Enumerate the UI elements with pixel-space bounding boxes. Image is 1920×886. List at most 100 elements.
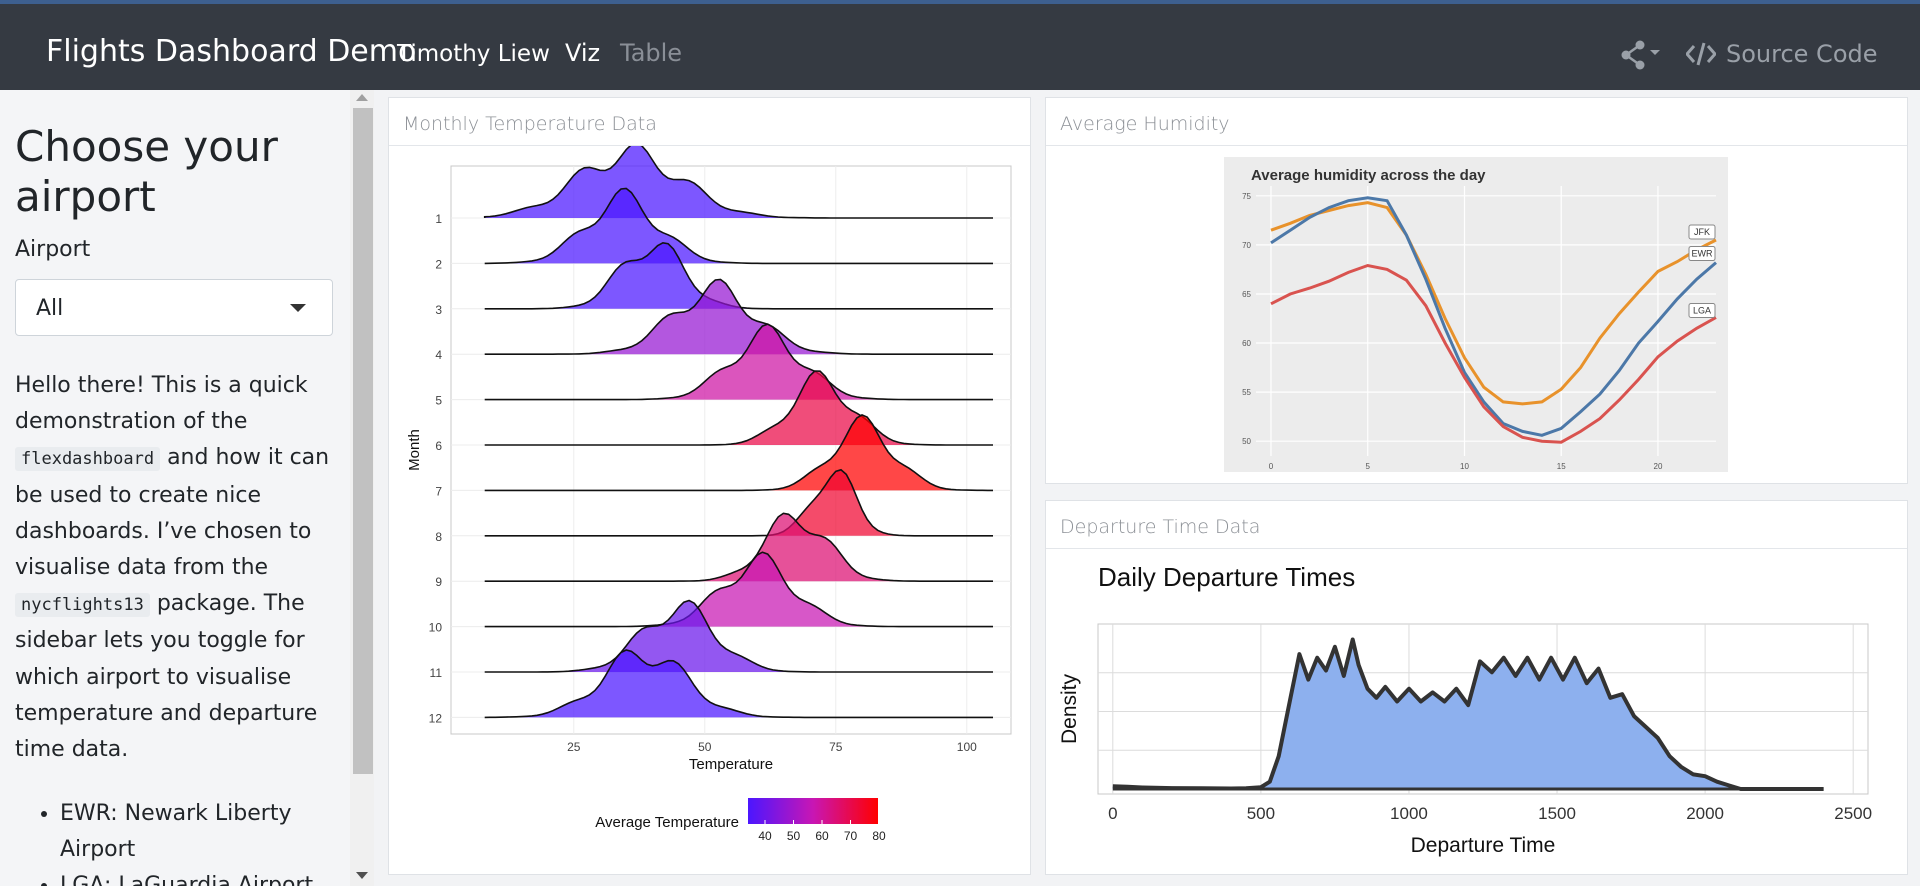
code-nycflights13: nycflights13 — [15, 593, 150, 618]
x-axis-title: Departure Time — [1411, 834, 1556, 857]
x-tick-label: 20 — [1654, 462, 1663, 471]
ridge-area-month-10 — [484, 552, 993, 627]
series-label-ewr: EWR — [1692, 249, 1713, 259]
y-tick-label: 11 — [430, 666, 443, 680]
ridge-area-month-12 — [484, 650, 993, 718]
share-menu-button[interactable] — [1620, 40, 1666, 70]
x-tick-label: 15 — [1557, 462, 1566, 471]
scrollbar-thumb[interactable] — [353, 108, 373, 774]
series-label-lga: LGA — [1693, 306, 1711, 316]
ridge-area-month-2 — [484, 188, 993, 264]
plot-background — [1224, 157, 1728, 472]
temperature-card: Monthly Temperature Data 1 2 3 4 5 6 7 8 9 10 11 12… — [388, 97, 1031, 875]
ridge-line-month-9 — [484, 512, 993, 582]
legend-tick-label: 60 — [815, 829, 829, 843]
airport-list: EWR: Newark Liberty Airport LGA: LaGuard… — [60, 796, 340, 886]
chart-title: Average humidity across the day — [1251, 167, 1486, 184]
x-axis-title: Temperature — [689, 756, 773, 773]
ridge-line-month-11 — [484, 599, 993, 673]
intro-text-3: package. The sidebar lets you toggle for… — [15, 591, 318, 763]
x-tick-label: 2000 — [1686, 804, 1724, 823]
code-flexdashboard: flexdashboard — [15, 447, 161, 472]
ridge-area-month-7 — [484, 414, 993, 491]
x-tick-label: 1000 — [1390, 804, 1428, 823]
source-code-link[interactable]: Source Code — [1686, 38, 1878, 70]
y-tick-label: 4 — [435, 348, 442, 362]
departure-card: Departure Time Data Daily Departure Time… — [1045, 500, 1908, 875]
ridge-line-month-7 — [484, 414, 993, 492]
series-label-box — [1688, 246, 1716, 262]
top-navbar: Flights Dashboard Demo Timothy Liew Viz … — [0, 0, 1920, 90]
humidity-card: Average Humidity Average humidity across… — [1045, 97, 1908, 484]
ridge-line-month-6 — [484, 370, 993, 446]
sidebar-heading: Choose your airport — [15, 122, 278, 221]
y-tick-label: 12 — [429, 711, 443, 725]
ridge-area-month-3 — [484, 242, 993, 309]
series-line-lga — [1270, 263, 1717, 444]
humidity-line-chart: Average humidity across the day 0 5 10 15 20… — [1224, 157, 1728, 472]
legend-colorbar — [748, 798, 878, 824]
intro-paragraph: Hello there! This is a quick demonstrati… — [15, 368, 340, 768]
caret-down-icon — [1650, 50, 1660, 55]
ridge-line-month-4 — [484, 278, 993, 355]
sidebar-scrollbar[interactable] — [350, 90, 374, 886]
legend-tick-label: 50 — [787, 829, 801, 843]
airport-select[interactable]: All — [15, 279, 333, 336]
legend-title: Average Temperature — [595, 814, 739, 831]
share-icon — [1621, 40, 1660, 70]
ridge-line-month-2 — [484, 187, 993, 265]
airport-select-value: All — [36, 296, 64, 321]
y-axis-title: Month — [406, 429, 423, 471]
x-tick-label: 100 — [957, 740, 977, 754]
y-tick-label: 5 — [435, 394, 442, 408]
tab-viz[interactable]: Viz — [565, 39, 601, 67]
ridge-area-month-5 — [484, 324, 993, 400]
ridge-line-month-8 — [484, 468, 993, 537]
x-tick-label: 75 — [829, 740, 843, 754]
legend-tick-label: 40 — [758, 829, 772, 843]
y-tick-label: 65 — [1242, 290, 1251, 299]
density-area — [1112, 639, 1824, 789]
ridge-line-month-10 — [484, 551, 993, 628]
scroll-down-icon[interactable] — [356, 872, 368, 879]
series-label-box — [1688, 224, 1716, 240]
source-code-label: Source Code — [1726, 40, 1878, 68]
list-item: EWR: Newark Liberty Airport — [60, 796, 340, 868]
list-item: LGA: LaGuardia Airport — [60, 868, 340, 886]
x-tick-label: 1500 — [1538, 804, 1576, 823]
ridge-area-month-11 — [484, 600, 993, 672]
intro-text-2: and how it can be used to create nice da… — [15, 445, 330, 581]
y-tick-label: 2 — [435, 257, 442, 271]
author-name: Timothy Liew — [397, 41, 550, 67]
y-axis-title: Density — [1058, 673, 1081, 744]
series-line-ewr — [1270, 196, 1717, 437]
y-tick-label: 50 — [1242, 437, 1251, 446]
card-title: Average Humidity — [1046, 98, 1907, 146]
legend-tick-label: 80 — [872, 829, 886, 843]
y-tick-label: 8 — [435, 530, 442, 544]
density-line — [1112, 637, 1824, 791]
x-tick-label: 500 — [1247, 804, 1275, 823]
x-tick-label: 50 — [698, 740, 712, 754]
x-tick-label: 0 — [1108, 804, 1117, 823]
dashboard-title[interactable]: Flights Dashboard Demo — [46, 34, 417, 69]
chevron-down-icon — [290, 304, 306, 312]
y-tick-label: 3 — [435, 303, 442, 317]
x-tick-label: 5 — [1366, 462, 1371, 471]
airport-select-label: Airport — [15, 237, 91, 262]
x-tick-label: 10 — [1460, 462, 1469, 471]
y-tick-label: 10 — [429, 621, 443, 635]
series-line-jfk — [1270, 201, 1717, 406]
y-tick-label: 7 — [435, 484, 442, 498]
x-tick-label: 25 — [567, 740, 581, 754]
intro-text-1: Hello there! This is a quick demonstrati… — [15, 373, 308, 435]
x-tick-label: 2500 — [1834, 804, 1872, 823]
y-tick-label: 1 — [435, 212, 442, 226]
y-tick-label: 75 — [1242, 192, 1251, 201]
sidebar: Choose your airport Airport All Hello th… — [0, 90, 350, 886]
series-label-jfk: JFK — [1694, 227, 1710, 237]
tab-table[interactable]: Table — [620, 39, 683, 67]
plot-panel — [450, 165, 1012, 735]
scroll-up-icon[interactable] — [356, 94, 368, 101]
